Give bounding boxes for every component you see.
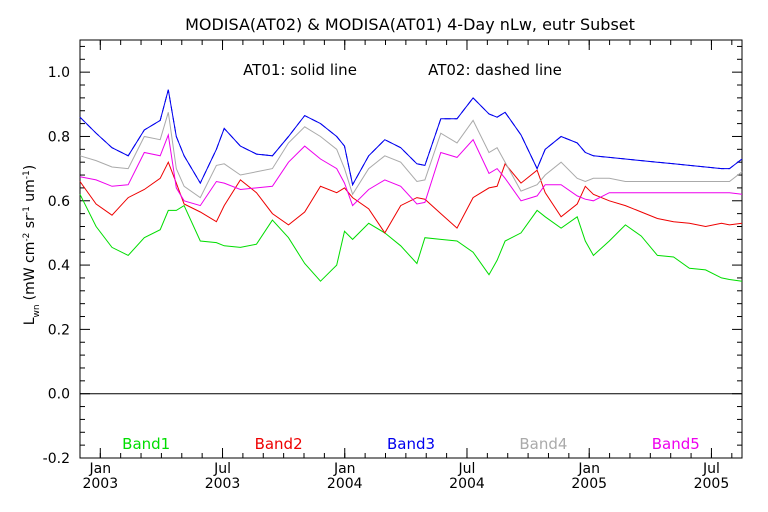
chart-title: MODISA(AT02) & MODISA(AT01) 4-Day nLw, e…: [185, 15, 635, 34]
y-tick-label: 0.4: [48, 258, 70, 274]
x-tick-month: Jan: [88, 461, 111, 477]
ylabel-mid2: um: [22, 179, 38, 206]
x-tick-month: Jan: [333, 461, 356, 477]
y-tick-label: 0.0: [48, 387, 70, 403]
x-tick-month: Jul: [702, 461, 720, 477]
x-tick-year: 2004: [327, 476, 363, 492]
legend-label-band1: Band1: [122, 435, 170, 453]
ylabel-base: L: [22, 317, 38, 325]
x-tick-month: Jul: [213, 461, 231, 477]
legend-label-band4: Band4: [519, 435, 567, 453]
svg-text:Lwn(mW cm-2 sr-1 um-1): Lwn(mW cm-2 sr-1 um-1): [22, 165, 42, 326]
y-tick-label: 1.0: [48, 65, 70, 81]
series-line-band1: [79, 194, 743, 282]
ylabel-base-sub: wn: [32, 304, 42, 317]
ylabel-suffix: ): [22, 165, 38, 170]
annotation-dashed: AT02: dashed line: [428, 61, 562, 79]
y-tick-label: 0.8: [48, 129, 70, 145]
y-tick-label: 0.2: [48, 322, 70, 338]
y-tick-label: 0.6: [48, 194, 70, 210]
plot-frame: [79, 39, 743, 459]
x-tick-year: 2004: [449, 476, 485, 492]
x-tick-year: 2005: [571, 476, 607, 492]
ylabel-sup3: -1: [22, 170, 32, 179]
x-tick-year: 2003: [82, 476, 118, 492]
ylabel-units-prefix: (mW cm: [22, 242, 38, 301]
x-tick-month: Jul: [458, 461, 476, 477]
series-line-band4: [79, 112, 743, 199]
legend-label-band3: Band3: [387, 435, 435, 453]
x-tick-year: 2003: [205, 476, 241, 492]
ylabel-sup2: -1: [22, 206, 32, 215]
ylabel-mid1: sr: [22, 215, 38, 233]
dashed-line-band3: [79, 89, 743, 187]
y-tick-label: -0.2: [43, 451, 70, 467]
series-line-band2: [79, 160, 743, 234]
x-tick-month: Jan: [577, 461, 600, 477]
annotation-solid: AT01: solid line: [243, 61, 357, 79]
series-line-band5: [79, 132, 743, 207]
y-axis-label: Lwn(mW cm-2 sr-1 um-1): [22, 165, 42, 326]
x-tick-year: 2005: [694, 476, 730, 492]
ylabel-sup1: -2: [22, 233, 32, 242]
legend-label-band5: Band5: [652, 435, 700, 453]
legend-label-band2: Band2: [255, 435, 303, 453]
series-line-band3: [79, 89, 743, 187]
